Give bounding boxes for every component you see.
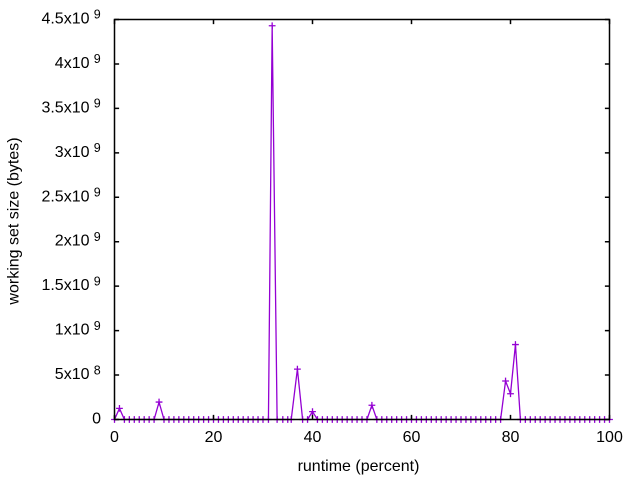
svg-text:80: 80 [502, 429, 520, 446]
svg-text:3.5x10: 3.5x10 [41, 99, 89, 116]
svg-text:100: 100 [596, 429, 623, 446]
svg-text:9: 9 [94, 8, 101, 22]
svg-text:runtime (percent): runtime (percent) [298, 458, 420, 475]
svg-text:working set size (bytes): working set size (bytes) [5, 137, 22, 305]
svg-text:9: 9 [94, 274, 101, 288]
svg-text:9: 9 [94, 52, 101, 66]
svg-text:1x10: 1x10 [55, 322, 90, 339]
svg-text:9: 9 [94, 141, 101, 155]
svg-text:8: 8 [94, 363, 101, 377]
svg-text:9: 9 [94, 319, 101, 333]
svg-text:9: 9 [94, 97, 101, 111]
svg-text:2x10: 2x10 [55, 233, 90, 250]
svg-text:4x10: 4x10 [55, 55, 90, 72]
svg-text:9: 9 [94, 230, 101, 244]
svg-text:0: 0 [110, 429, 119, 446]
svg-text:5x10: 5x10 [55, 366, 90, 383]
svg-text:9: 9 [94, 186, 101, 200]
svg-text:1.5x10: 1.5x10 [41, 277, 89, 294]
svg-text:40: 40 [304, 429, 322, 446]
svg-text:3x10: 3x10 [55, 144, 90, 161]
svg-text:0: 0 [92, 411, 101, 428]
svg-text:4.5x10: 4.5x10 [41, 11, 89, 28]
svg-text:60: 60 [403, 429, 421, 446]
svg-text:20: 20 [205, 429, 223, 446]
svg-text:2.5x10: 2.5x10 [41, 188, 89, 205]
